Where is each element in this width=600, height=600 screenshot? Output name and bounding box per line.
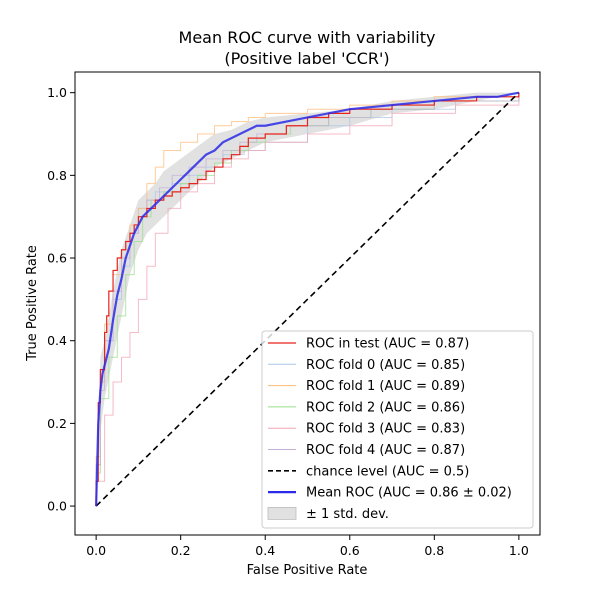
legend: ROC in test (AUC = 0.87) ROC fold 0 (AUC … — [261, 330, 534, 529]
legend-label-fold2: ROC fold 2 (AUC = 0.86) — [306, 400, 465, 415]
legend-label-fold3: ROC fold 3 (AUC = 0.83) — [306, 422, 465, 437]
legend-label-test: ROC in test (AUC = 0.87) — [306, 337, 469, 352]
legend-label-mean: Mean ROC (AUC = 0.86 ± 0.02) — [306, 486, 512, 501]
x-tick-label: 1.0 — [509, 543, 529, 558]
legend-box — [261, 330, 534, 529]
y-axis-label: True Positive Rate — [25, 245, 40, 362]
series-fold3-line — [95, 92, 520, 507]
series-chance-line — [95, 92, 520, 507]
series-test-line — [95, 92, 520, 507]
y-tick-label: 0.8 — [47, 168, 67, 183]
legend-label-chance: chance level (AUC = 0.5) — [306, 464, 469, 479]
legend-label-band: ± 1 std. dev. — [306, 507, 389, 522]
x-tick-label: 0.2 — [171, 543, 191, 558]
x-tick-label: 0.8 — [424, 543, 444, 558]
chart-title: Mean ROC curve with variability — [179, 28, 436, 47]
chart-subtitle: (Positive label 'CCR') — [224, 49, 389, 68]
y-tick-label: 0.2 — [47, 416, 67, 431]
plot-frame — [74, 71, 541, 536]
legend-label-fold0: ROC fold 0 (AUC = 0.85) — [306, 358, 465, 373]
y-tick-label: 0.4 — [47, 333, 67, 348]
x-tick-label: 0.0 — [86, 543, 106, 558]
legend-label-fold4: ROC fold 4 (AUC = 0.87) — [306, 443, 465, 458]
legend-swatch-band — [267, 506, 297, 520]
x-tick-label: 0.4 — [255, 543, 275, 558]
y-tick-label: 0.0 — [47, 499, 67, 514]
y-tick-label: 1.0 — [47, 85, 67, 100]
plot-area — [95, 91, 520, 507]
series-mean-line — [95, 91, 520, 507]
x-axis-label: False Positive Rate — [247, 563, 368, 578]
axes: 0.0 0.2 0.4 0.6 0.8 1.0 0.0 0.2 0.4 0.6 0.8 1.0 — [47, 71, 541, 558]
y-tick-label: 0.6 — [47, 251, 67, 266]
x-tick-label: 0.6 — [340, 543, 360, 558]
legend-label-fold1: ROC fold 1 (AUC = 0.89) — [306, 379, 465, 394]
